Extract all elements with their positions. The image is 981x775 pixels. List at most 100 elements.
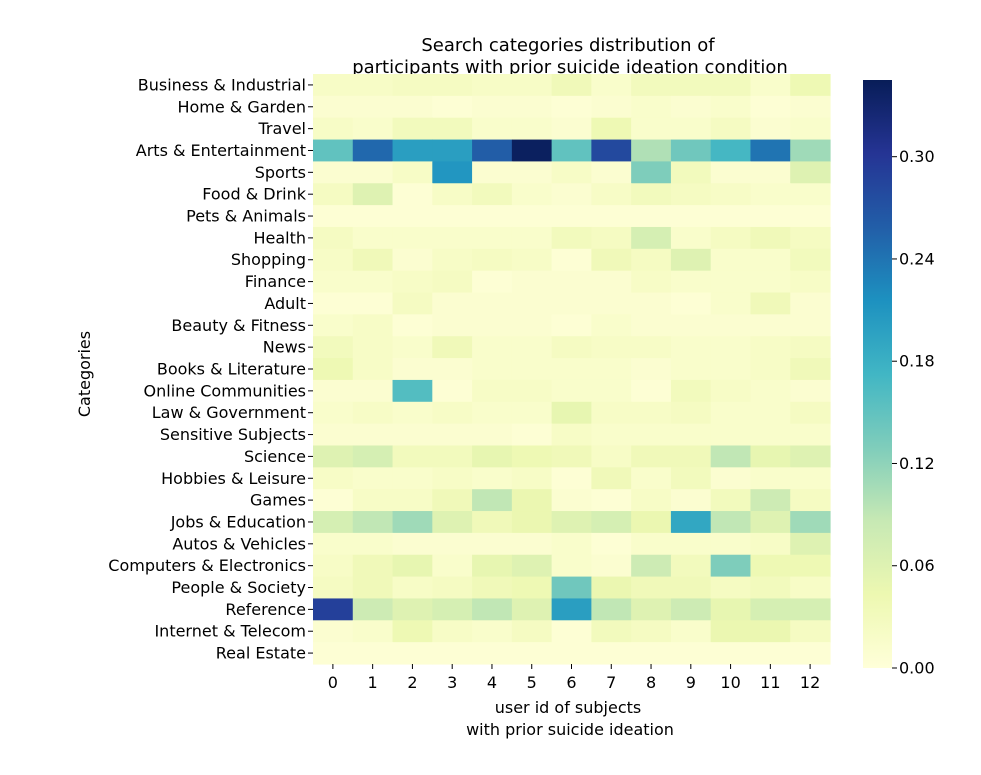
heatmap-cell	[790, 183, 831, 206]
heatmap-cell	[352, 642, 394, 665]
y-tick-label: Finance	[245, 272, 306, 291]
heatmap-cell	[670, 358, 712, 381]
heatmap-cell	[591, 74, 632, 97]
heatmap-cell	[591, 358, 632, 381]
heatmap-cell	[392, 270, 433, 294]
heatmap-cell	[313, 379, 354, 403]
heatmap-cell	[790, 248, 831, 272]
heatmap-cell	[670, 423, 712, 447]
heatmap-cell	[472, 183, 513, 206]
heatmap-cell	[591, 620, 632, 643]
heatmap-cell	[551, 379, 592, 403]
heatmap-cell	[392, 161, 433, 184]
heatmap-cell	[352, 95, 394, 119]
colorbar-tick-label: 0.24	[899, 249, 935, 268]
x-tick-label: 5	[527, 673, 537, 692]
heatmap-cell	[670, 139, 712, 163]
heatmap-cell	[352, 292, 394, 315]
y-tick-label: Jobs & Education	[170, 512, 306, 531]
heatmap-cell	[591, 336, 632, 359]
heatmap-cell	[790, 74, 831, 97]
y-tick-label: Travel	[257, 119, 306, 138]
heatmap-cell	[313, 183, 354, 206]
x-tick-label: 1	[368, 673, 378, 692]
heatmap-cell	[790, 445, 831, 468]
heatmap-cell	[551, 205, 592, 228]
heatmap-cell	[432, 379, 473, 403]
heatmap-cell	[631, 401, 672, 425]
heatmap-cell	[670, 554, 712, 578]
y-tick-label: Sports	[255, 163, 306, 182]
heatmap-cell	[472, 620, 513, 643]
heatmap-cell	[432, 139, 473, 163]
heatmap-cell	[790, 314, 831, 337]
heatmap-cell	[352, 554, 394, 578]
heatmap-cell	[472, 292, 513, 315]
y-tick-label: Hobbies & Leisure	[161, 469, 306, 488]
heatmap-cell	[432, 358, 473, 381]
heatmap-cell	[631, 74, 672, 97]
heatmap-cell	[313, 139, 354, 163]
y-tick-label: Internet & Telecom	[154, 622, 306, 641]
x-axis-ticks: 0 1 2 3 4 5 6 7 8 9 10 11 12	[328, 664, 820, 692]
heatmap-cell	[551, 532, 592, 556]
heatmap-cell	[472, 445, 513, 468]
heatmap-cell	[631, 445, 672, 468]
heatmap-cell	[710, 554, 752, 578]
y-tick-label: Arts & Entertainment	[136, 141, 306, 160]
heatmap-cell	[432, 117, 473, 141]
heatmap-cell	[432, 554, 473, 578]
heatmap-cell	[472, 511, 513, 534]
heatmap-cell	[392, 576, 433, 600]
heatmap-cell	[432, 620, 473, 643]
heatmap-cell	[392, 336, 433, 359]
heatmap-cell	[392, 598, 433, 621]
y-tick-label: Health	[253, 228, 306, 247]
colorbar-tick-label: 0.00	[899, 659, 935, 678]
heatmap-cell	[392, 642, 433, 665]
heatmap-cell	[591, 554, 632, 578]
heatmap-cell	[551, 161, 592, 184]
heatmap-cell	[710, 598, 752, 621]
heatmap-cell	[472, 576, 513, 600]
heatmap-cell	[313, 598, 354, 621]
heatmap-cell	[710, 314, 752, 337]
heatmap-cell	[472, 642, 513, 665]
heatmap-cell	[551, 620, 592, 643]
heatmap-cell	[432, 161, 473, 184]
heatmap-cell	[352, 423, 394, 447]
heatmap-cell	[631, 161, 672, 184]
heatmap-cell	[511, 620, 553, 643]
heatmap-cell	[352, 314, 394, 337]
heatmap-cell	[472, 358, 513, 381]
heatmap-cell	[750, 423, 791, 447]
heatmap-cell	[472, 598, 513, 621]
heatmap-cell	[631, 314, 672, 337]
heatmap-cell	[710, 74, 752, 97]
heatmap-cell	[472, 248, 513, 272]
heatmap-cell	[472, 74, 513, 97]
heatmap-cell	[790, 401, 831, 425]
heatmap-cell	[392, 314, 433, 337]
heatmap-cell	[432, 532, 473, 556]
heatmap-cell	[511, 598, 553, 621]
heatmap-cell	[631, 576, 672, 600]
heatmap-cell	[313, 620, 354, 643]
y-tick-label: People & Society	[171, 578, 306, 597]
heatmap-cell	[591, 642, 632, 665]
heatmap-cell	[392, 292, 433, 315]
heatmap-cell	[511, 358, 553, 381]
heatmap-cell	[631, 423, 672, 447]
heatmap-cell	[551, 423, 592, 447]
heatmap-cell	[631, 379, 672, 403]
heatmap-cell	[511, 642, 553, 665]
heatmap-cell	[432, 598, 473, 621]
y-tick-label: Pets & Animals	[186, 207, 306, 226]
heatmap-cell	[591, 467, 632, 490]
heatmap-cell	[631, 248, 672, 272]
heatmap-cell	[432, 183, 473, 206]
heatmap-cell	[750, 620, 791, 643]
heatmap-cell	[631, 270, 672, 294]
heatmap-cell	[551, 467, 592, 490]
heatmap-cell	[551, 336, 592, 359]
